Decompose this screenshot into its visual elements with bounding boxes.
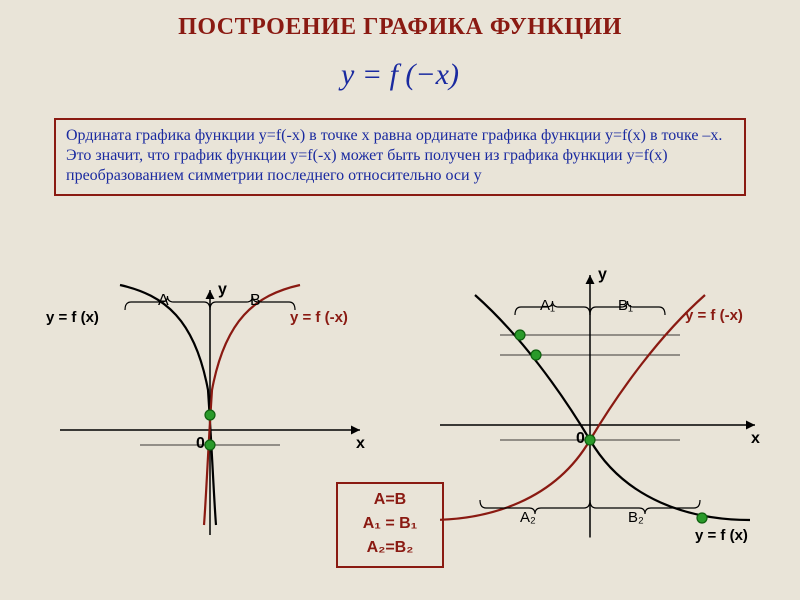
svg-text:B₁: B₁ xyxy=(618,297,633,314)
svg-text:y = f (-x): y = f (-x) xyxy=(685,307,743,324)
svg-text:A₂: A₂ xyxy=(520,509,536,526)
left-plot: A By x 0 y = f (x) y = f (-x) xyxy=(40,250,380,550)
svg-text:x: x xyxy=(356,435,365,452)
svg-text:A₁: A₁ xyxy=(540,297,555,314)
svg-text:A: A xyxy=(158,292,169,309)
svg-text:x: x xyxy=(751,430,760,447)
svg-text:y: y xyxy=(218,281,227,298)
right-plot: A₁ B₁ A₂ B₂ y x 0 y = f (x) y = f (-x) xyxy=(440,240,780,560)
svg-text:y = f (x): y = f (x) xyxy=(46,309,99,326)
svg-text:y = f (x): y = f (x) xyxy=(695,527,748,544)
svg-text:0: 0 xyxy=(576,430,585,447)
description-text: Ордината графика функции y=f(-x) в точке… xyxy=(66,127,722,184)
description-box: Ордината графика функции y=f(-x) в точке… xyxy=(54,118,746,196)
svg-text:y: y xyxy=(598,266,607,283)
svg-text:B: B xyxy=(250,292,261,309)
svg-text:0: 0 xyxy=(196,435,205,452)
page-title: ПОСТРОЕНИЕ ГРАФИКА ФУНКЦИИ xyxy=(0,14,800,41)
main-formula: y = f (−x) xyxy=(0,58,800,92)
svg-text:y = f (-x): y = f (-x) xyxy=(290,309,348,326)
svg-text:B₂: B₂ xyxy=(628,509,644,526)
